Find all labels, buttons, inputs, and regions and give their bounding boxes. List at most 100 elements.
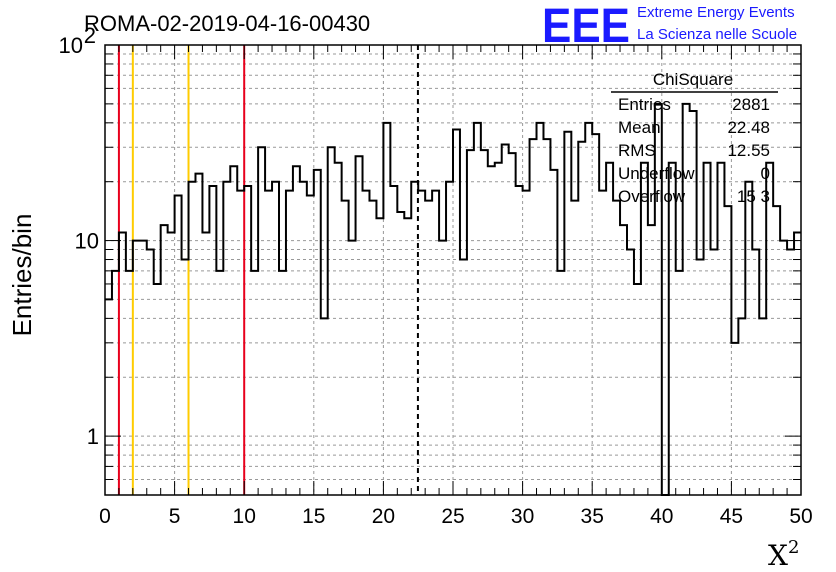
- y-tick-label-sup: 2: [84, 23, 96, 48]
- x-tick-label: 15: [302, 505, 325, 528]
- histogram-bin: [759, 318, 766, 495]
- stats-row-label: Overflow: [618, 187, 686, 206]
- logo-line-2: La Scienza nelle Scuole: [637, 26, 797, 43]
- histogram-bin: [543, 139, 550, 495]
- histogram-bin: [745, 182, 752, 495]
- histogram-bin: [209, 186, 216, 495]
- histogram-bin: [627, 250, 634, 495]
- histogram-bin: [216, 271, 223, 495]
- histogram-bin: [383, 123, 390, 495]
- histogram-bin: [502, 144, 509, 495]
- histogram-bin: [766, 163, 773, 495]
- x-axis-label-base: X: [768, 539, 788, 572]
- histogram-bin: [189, 182, 196, 495]
- histogram-bin: [397, 212, 404, 495]
- histogram-bin: [140, 241, 147, 495]
- histogram-bin: [342, 201, 349, 495]
- histogram-bin: [453, 129, 460, 495]
- histogram-bin: [773, 206, 780, 495]
- histogram-bin: [279, 271, 286, 495]
- histogram-bin: [481, 150, 488, 495]
- histogram-bin: [175, 195, 182, 495]
- histogram-bin: [286, 191, 293, 495]
- x-tick-label: 10: [233, 505, 256, 528]
- histogram-bin: [704, 163, 711, 495]
- stats-row-label: Mean: [618, 118, 661, 137]
- stats-row-label: Underflow: [618, 164, 695, 183]
- histogram-bin: [244, 186, 251, 495]
- stats-row-value: 0: [761, 164, 770, 183]
- x-tick-label: 20: [372, 505, 395, 528]
- histogram-bin: [731, 343, 738, 495]
- histogram-bin: [293, 166, 300, 495]
- histogram-bin: [147, 250, 154, 495]
- histogram-bin: [314, 170, 321, 495]
- histogram-bin: [460, 260, 467, 495]
- y-axis-label: Entries/bin: [7, 214, 37, 337]
- histogram-bin: [655, 104, 662, 495]
- histogram: [105, 102, 801, 496]
- histogram-bin: [523, 191, 530, 495]
- chart-title: ROMA-02-2019-04-16-00430: [84, 11, 370, 36]
- histogram-bin: [404, 218, 411, 495]
- histogram-bin: [439, 241, 446, 495]
- histogram-bin: [390, 186, 397, 495]
- histogram-bin: [154, 284, 161, 495]
- histogram-bin: [300, 182, 307, 495]
- stats-row-value: 22.48: [727, 118, 770, 137]
- histogram-bin: [669, 163, 676, 495]
- histogram-bin: [530, 139, 537, 495]
- stats-row-label: Entries: [618, 95, 671, 114]
- histogram-bin: [592, 134, 599, 495]
- histogram-bin: [133, 241, 140, 495]
- histogram-bin: [557, 271, 564, 495]
- stats-row-value: 15 3: [737, 187, 770, 206]
- histogram-bin: [516, 186, 523, 495]
- histogram-bin: [182, 260, 189, 495]
- histogram-bin: [474, 123, 481, 495]
- stats-box: ChiSquare Entries 2881 Mean 22.48 RMS 12.55 Un…: [611, 70, 778, 206]
- histogram-bin: [724, 206, 731, 495]
- histogram-bin: [467, 150, 474, 495]
- histogram-bin: [641, 163, 648, 495]
- histogram-bin: [411, 182, 418, 495]
- histogram-bin: [321, 318, 328, 495]
- histogram-bin: [738, 318, 745, 495]
- histogram-bin: [126, 271, 133, 495]
- histogram-bin: [676, 271, 683, 495]
- histogram-bin: [272, 182, 279, 495]
- histogram-bin: [307, 195, 314, 495]
- histogram-bin: [537, 123, 544, 495]
- eee-logo: EEE Extreme Energy Events La Scienza nel…: [542, 0, 797, 53]
- histogram-bin: [780, 241, 787, 495]
- x-tick-label: 35: [581, 505, 604, 528]
- histogram-bin: [432, 191, 439, 495]
- histogram-bin: [258, 147, 265, 495]
- histogram-bin: [251, 271, 258, 495]
- histogram-bin: [711, 250, 718, 495]
- histogram-bin: [168, 232, 175, 495]
- x-axis-label-sup: 2: [788, 537, 799, 558]
- histogram-bin: [620, 225, 627, 495]
- histogram-bin: [202, 232, 209, 495]
- histogram-bin: [599, 191, 606, 495]
- histogram-bin: [550, 170, 557, 495]
- stats-rows: Entries 2881 Mean 22.48 RMS 12.55 Underflow 0 Ov…: [618, 95, 770, 206]
- histogram-bin: [230, 166, 237, 495]
- histogram-bin: [585, 123, 592, 495]
- histogram-bin: [648, 225, 655, 495]
- histogram-bin: [571, 201, 578, 495]
- histogram-bin: [328, 147, 335, 495]
- histogram-bin: [495, 163, 502, 495]
- histogram-bin: [418, 191, 425, 495]
- x-tick-label: 50: [789, 505, 812, 528]
- histogram-bin: [223, 182, 230, 495]
- x-tick-label: 30: [511, 505, 534, 528]
- histogram-bin: [717, 163, 724, 495]
- logo-mark: EEE: [542, 0, 630, 53]
- histogram-bin: [787, 250, 794, 495]
- histogram-bin: [105, 299, 112, 495]
- histogram-bin: [349, 241, 356, 495]
